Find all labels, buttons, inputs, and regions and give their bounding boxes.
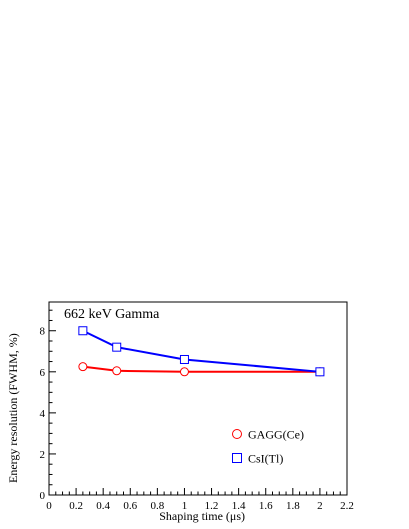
plot-frame [48, 301, 348, 496]
legend-marker-1 [232, 453, 242, 463]
x-tick-label-11: 2.2 [340, 500, 354, 512]
y-tick-label-2: 4 [40, 408, 46, 420]
legend-marker-0 [232, 429, 242, 439]
x-tick-label-10: 2 [317, 500, 323, 512]
y-tick-label-1: 2 [40, 449, 46, 461]
chart-annotation: 662 keV Gamma [64, 307, 160, 322]
x-tick-label-6: 1.2 [205, 500, 219, 512]
y-tick-label-3: 6 [40, 367, 46, 379]
x-tick-label-3: 0.6 [123, 500, 137, 512]
y-tick-label-0: 0 [40, 490, 46, 502]
data-point-0-1 [112, 366, 122, 376]
x-tick-label-9: 1.8 [286, 500, 300, 512]
data-point-1-2 [179, 354, 189, 364]
x-tick-label-1: 0.2 [69, 500, 83, 512]
y-tick-label-4: 8 [40, 326, 46, 338]
data-point-0-2 [179, 367, 189, 377]
x-axis-label: Shaping time (μs) [159, 509, 245, 523]
series-line-0 [82, 365, 320, 373]
data-point-0-0 [78, 362, 88, 372]
x-tick-label-4: 0.8 [150, 500, 164, 512]
data-point-1-3 [315, 367, 325, 377]
x-tick-label-2: 0.4 [96, 500, 110, 512]
x-tick-label-5: 1 [182, 500, 188, 512]
x-tick-label-7: 1.4 [232, 500, 246, 512]
y-axis-label: Energy resolution (FWHM, %) [6, 333, 20, 483]
legend: GAGG(Ce) CsI(Tl) [232, 428, 304, 466]
series-line-1 [82, 329, 320, 373]
x-tick-label-8: 1.6 [259, 500, 273, 512]
data-point-1-0 [78, 326, 88, 336]
data-point-1-1 [112, 342, 122, 352]
legend-label-1: CsI(Tl) [248, 452, 283, 466]
x-tick-label-0: 0 [46, 500, 52, 512]
series-layer [78, 326, 325, 377]
legend-label-0: GAGG(Ce) [248, 428, 304, 442]
ticks-layer: 0 0.2 0.4 0.6 0.8 1 1.2 1.4 1.6 1.8 2 2.2 0 2 4 6 8 [40, 309, 354, 512]
